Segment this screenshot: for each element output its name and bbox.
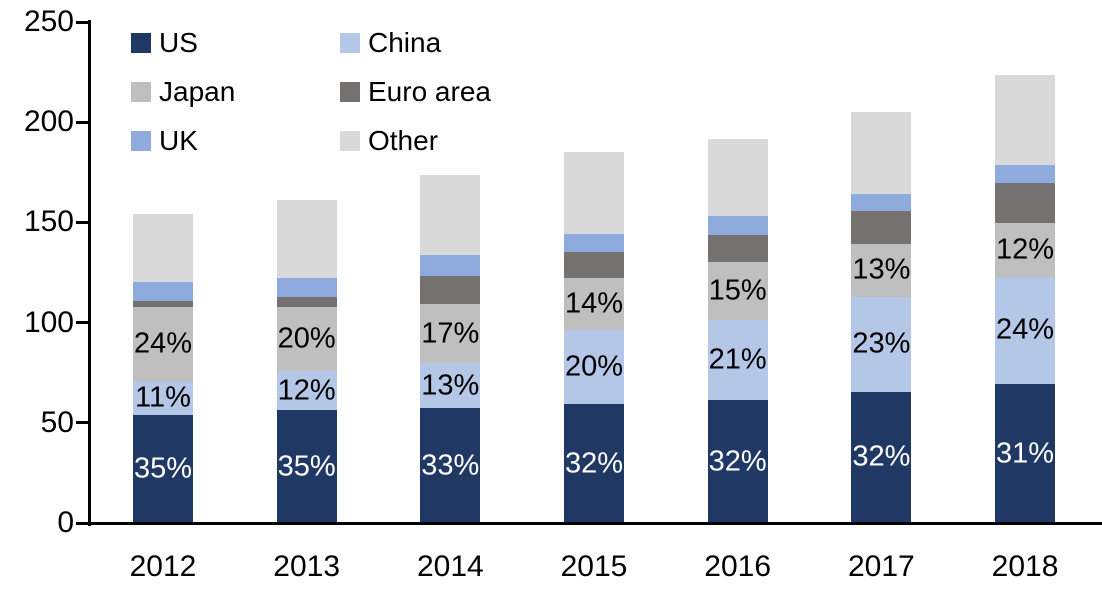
bar-segment-japan-2014 xyxy=(420,303,481,364)
bar-segment-japan-2016 xyxy=(707,262,768,320)
legend-swatch-japan-icon xyxy=(131,82,151,102)
y-tick-250 xyxy=(75,20,88,24)
bar-segment-uk-2014 xyxy=(420,255,481,277)
bar-segment-us-2016 xyxy=(707,400,768,523)
bar-segment-us-2017 xyxy=(851,391,912,523)
legend-label-uk: UK xyxy=(159,125,198,156)
legend-item-us: US xyxy=(131,29,198,57)
x-tick-label-2015: 2015 xyxy=(560,550,628,583)
bar-segment-other-2015 xyxy=(564,152,624,234)
bar-segment-other-2013 xyxy=(276,200,337,278)
bar-segment-other-2016 xyxy=(707,139,768,216)
bar-segment-japan-2013 xyxy=(276,306,337,372)
y-tick-label-0: 0 xyxy=(57,506,74,539)
legend-item-japan: Japan xyxy=(131,78,235,106)
y-tick-label-150: 150 xyxy=(23,205,74,239)
legend-label-euro-area: Euro area xyxy=(368,76,491,107)
legend-swatch-other-icon xyxy=(340,131,360,151)
bar-segment-euro-area-2015 xyxy=(564,252,624,279)
bar-segment-us-2018 xyxy=(995,384,1056,523)
bar-segment-euro-area-2016 xyxy=(707,235,768,263)
bar-segment-us-2012 xyxy=(133,414,193,523)
bar-segment-japan-2018 xyxy=(995,222,1056,277)
x-tick-label-2018: 2018 xyxy=(991,550,1059,583)
y-tick-100 xyxy=(75,321,88,325)
x-tick-label-2013: 2013 xyxy=(273,550,341,583)
bar-segment-china-2016 xyxy=(707,319,768,401)
bar-segment-other-2017 xyxy=(851,112,912,195)
legend-label-japan: Japan xyxy=(159,76,236,107)
legend-swatch-china-icon xyxy=(340,33,360,53)
bar-segment-china-2017 xyxy=(851,297,912,392)
bar-segment-euro-area-2017 xyxy=(851,210,912,244)
bar-segment-other-2014 xyxy=(420,175,481,256)
legend-label-us: US xyxy=(159,27,198,58)
bar-segment-uk-2016 xyxy=(707,215,768,236)
y-tick-label-100: 100 xyxy=(23,305,74,339)
bar-segment-other-2012 xyxy=(133,214,193,283)
bar-segment-us-2014 xyxy=(420,408,481,523)
bar-segment-euro-area-2013 xyxy=(276,297,337,307)
legend-label-other: Other xyxy=(368,125,439,156)
legend-label-china: China xyxy=(368,27,442,58)
bar-segment-other-2018 xyxy=(995,75,1056,165)
y-tick-label-200: 200 xyxy=(23,105,74,139)
bar-segment-uk-2013 xyxy=(276,277,337,298)
y-axis xyxy=(87,20,91,526)
bar-segment-japan-2017 xyxy=(851,243,912,298)
legend-swatch-euro-area-icon xyxy=(340,82,360,102)
y-tick-150 xyxy=(75,220,88,224)
y-tick-label-50: 50 xyxy=(40,405,74,439)
x-tick-label-2012: 2012 xyxy=(129,550,197,583)
bar-segment-china-2014 xyxy=(420,363,481,409)
bar-segment-uk-2017 xyxy=(851,194,912,211)
bar-segment-japan-2015 xyxy=(564,278,624,331)
legend-item-other: Other xyxy=(340,127,438,155)
legend-item-uk: UK xyxy=(131,127,198,155)
bar-segment-china-2013 xyxy=(276,371,337,411)
y-tick-label-250: 250 xyxy=(23,5,74,38)
legend-item-euro-area: Euro area xyxy=(340,78,491,106)
y-tick-200 xyxy=(75,120,88,124)
bar-segment-euro-area-2014 xyxy=(420,276,481,304)
x-axis xyxy=(75,521,1102,525)
bar-segment-china-2012 xyxy=(133,381,193,415)
bar-segment-euro-area-2018 xyxy=(995,182,1056,223)
bar-segment-china-2018 xyxy=(995,276,1056,385)
bar-segment-uk-2015 xyxy=(564,233,624,253)
bar-segment-euro-area-2012 xyxy=(133,300,193,307)
bar-segment-china-2015 xyxy=(564,330,624,405)
bar-segment-us-2015 xyxy=(564,404,624,523)
legend-swatch-uk-icon xyxy=(131,131,151,151)
bar-segment-japan-2012 xyxy=(133,306,193,382)
bar-segment-uk-2018 xyxy=(995,164,1056,183)
bar-segment-us-2013 xyxy=(276,410,337,523)
bar-segment-uk-2012 xyxy=(133,282,193,301)
legend-swatch-us-icon xyxy=(131,33,151,53)
x-tick-label-2014: 2014 xyxy=(416,550,484,583)
legend-item-china: China xyxy=(340,29,441,57)
x-tick-label-2016: 2016 xyxy=(704,550,772,583)
x-tick-label-2017: 2017 xyxy=(847,550,915,583)
y-tick-50 xyxy=(75,421,88,425)
